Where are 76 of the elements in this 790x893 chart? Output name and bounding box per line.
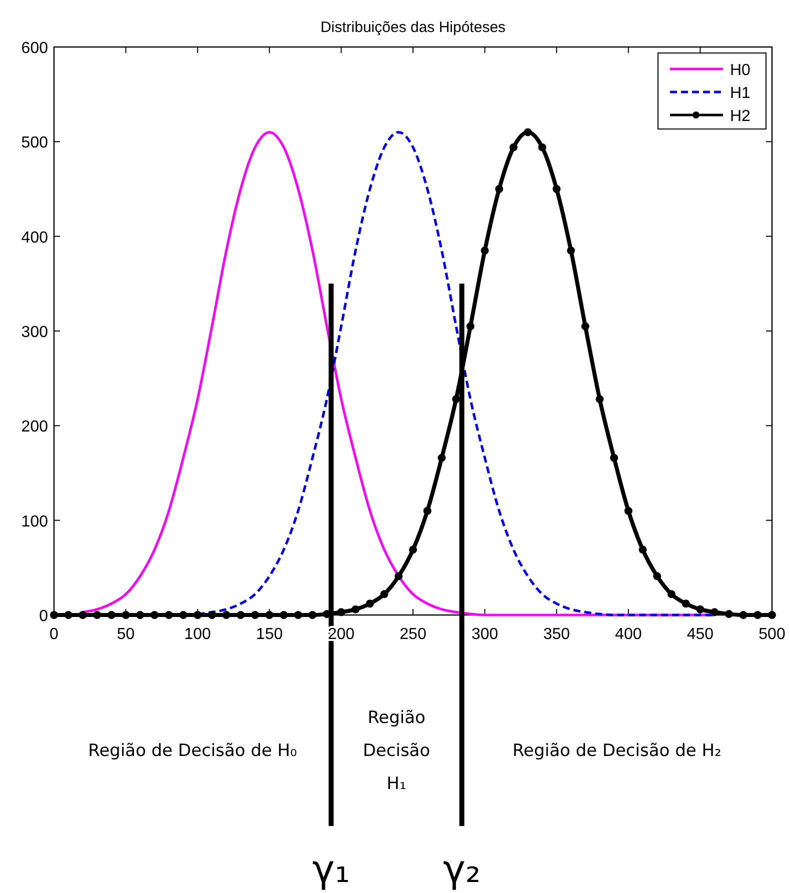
point: [164, 611, 173, 619]
point: [510, 143, 518, 152]
x-tick-label: 350: [543, 626, 570, 643]
x-tick-label: 0: [50, 626, 59, 643]
y-tick-label: 300: [21, 324, 48, 341]
point: [596, 395, 604, 404]
x-tick-label: 500: [758, 626, 786, 643]
point: [624, 506, 632, 515]
legend-label: H1: [730, 85, 751, 102]
y-tick-label: 0: [39, 608, 48, 625]
point: [366, 600, 374, 608]
point: [480, 246, 489, 255]
x-tick-label: 150: [256, 626, 283, 643]
point: [179, 611, 188, 619]
point: [236, 611, 245, 619]
point: [682, 600, 690, 608]
point: [194, 611, 202, 619]
x-tick-label: 300: [471, 626, 498, 643]
point: [380, 590, 388, 598]
point: [251, 611, 260, 619]
point: [438, 454, 446, 462]
point: [638, 546, 647, 554]
point: [667, 590, 676, 598]
point: [107, 611, 116, 619]
point: [423, 506, 432, 515]
text: Região de Decisão de H₂: [512, 741, 722, 761]
point: [136, 611, 144, 619]
point: [754, 611, 762, 619]
x-tick-label: 450: [686, 626, 714, 643]
point: [50, 611, 58, 619]
point: [93, 611, 102, 619]
point: [581, 322, 590, 330]
point: [495, 185, 504, 193]
y-tick-label: 500: [21, 134, 48, 152]
point: [280, 611, 288, 619]
x-tick-label: 50: [116, 626, 135, 643]
point: [78, 611, 87, 619]
point: [610, 454, 618, 462]
point: [409, 546, 417, 554]
point: [150, 611, 159, 619]
point: [452, 395, 460, 404]
ref-line-label: γ₂: [442, 847, 481, 891]
point: [710, 608, 719, 616]
point: [653, 572, 662, 580]
y-tick-label: 100: [21, 513, 48, 530]
point: [337, 608, 346, 616]
point: [696, 605, 704, 614]
y-tick-label: 600: [21, 40, 48, 57]
x-tick-label: 250: [400, 626, 426, 643]
point: [122, 611, 130, 619]
ref-line-label: γ₁: [312, 847, 350, 891]
point: [552, 185, 561, 193]
point: [294, 611, 302, 619]
point: [308, 611, 316, 619]
point: [768, 611, 776, 619]
point: [64, 611, 72, 619]
legend-label: H2: [730, 108, 751, 125]
point: [352, 605, 360, 614]
x-tick-label: 400: [615, 626, 642, 643]
point: [739, 611, 748, 619]
point: [524, 128, 532, 136]
point: [538, 143, 546, 152]
point: [222, 611, 230, 619]
point: [724, 610, 733, 618]
point: [466, 322, 474, 330]
text: Região Decisão H₁: [362, 708, 430, 794]
point: [265, 611, 274, 619]
x-tick-label: 100: [184, 626, 212, 643]
legend-label: H0: [730, 62, 751, 79]
point: [208, 611, 216, 619]
y-tick-label: 400: [21, 229, 48, 246]
text: Região de Decisão de H₀: [88, 741, 298, 761]
point: [566, 246, 575, 255]
point: [394, 572, 403, 580]
chart-title: Distribuições das Hipóteses: [320, 19, 506, 36]
y-tick-label: 200: [21, 418, 48, 436]
